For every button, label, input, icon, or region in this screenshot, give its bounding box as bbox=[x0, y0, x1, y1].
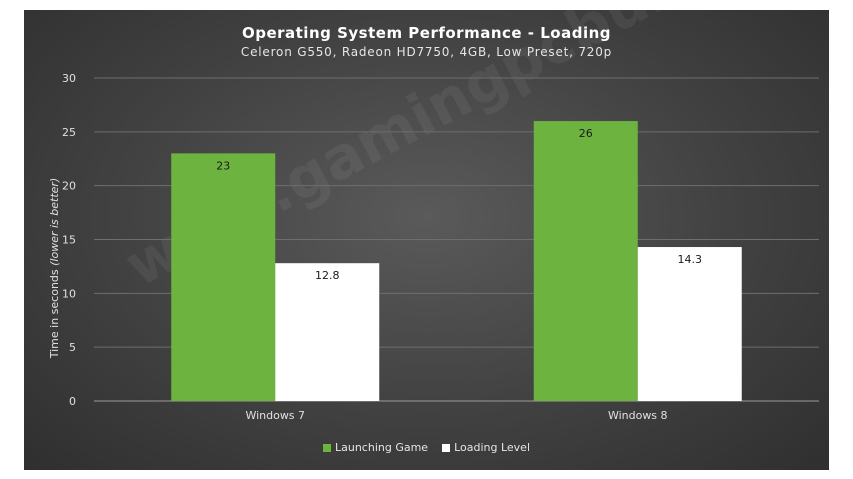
data-label: 23 bbox=[216, 159, 230, 172]
legend-label: Loading Level bbox=[454, 441, 531, 454]
legend: Launching Game Loading Level bbox=[24, 441, 829, 454]
y-tick-label: 15 bbox=[62, 234, 76, 247]
data-label: 12.8 bbox=[315, 269, 340, 282]
data-label: 14.3 bbox=[678, 253, 703, 266]
legend-item: Launching Game bbox=[322, 441, 429, 454]
legend-swatch bbox=[322, 443, 331, 452]
bar bbox=[171, 153, 276, 401]
x-tick-label: Windows 7 bbox=[245, 409, 305, 422]
y-tick-label: 30 bbox=[62, 72, 76, 85]
y-tick-label: 10 bbox=[62, 287, 76, 300]
y-tick-label: 25 bbox=[62, 126, 76, 139]
y-tick-label: 0 bbox=[69, 395, 76, 408]
legend-swatch bbox=[442, 443, 451, 452]
chart-frame: www.gamingpcbuilder.com Operating System… bbox=[24, 0, 853, 470]
x-tick-label: Windows 8 bbox=[608, 409, 668, 422]
bar bbox=[637, 247, 742, 401]
data-label: 26 bbox=[579, 127, 593, 140]
chart-subtitle: Celeron G550, Radeon HD7750, 4GB, Low Pr… bbox=[240, 45, 613, 59]
y-tick-label: 5 bbox=[69, 341, 76, 354]
bar bbox=[533, 121, 638, 402]
legend-label: Launching Game bbox=[334, 441, 429, 454]
plot-area: 0 5 10 15 20 25 30 23 12.8 Windows 7 26 14.3 Windows… bbox=[62, 72, 819, 422]
y-tick-label: 20 bbox=[62, 180, 76, 193]
chart-title: Operating System Performance - Loading bbox=[241, 24, 612, 42]
legend-item: Loading Level bbox=[442, 441, 530, 454]
bar bbox=[275, 263, 380, 401]
